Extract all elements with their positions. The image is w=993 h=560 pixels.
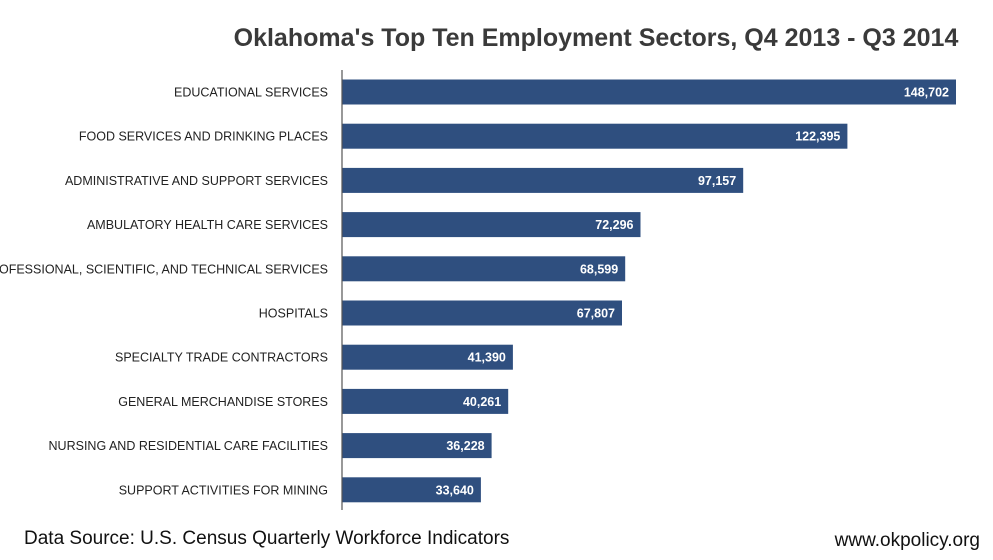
value-label-7: 41,390 [468,351,506,365]
bar-10 [342,477,481,503]
category-label-5: PROFESSIONAL, SCIENTIFIC, AND TECHNICAL … [0,262,328,276]
category-label-7: SPECIALTY TRADE CONTRACTORS [115,351,328,365]
bar-8 [342,388,509,414]
value-label-2: 122,395 [795,130,840,144]
value-label-9: 36,228 [446,439,484,453]
value-label-10: 33,640 [436,483,474,497]
bar-2 [342,123,848,149]
bars-group: EDUCATIONAL SERVICES 148,702 FOOD SERVICES… [0,79,956,503]
category-label-9: NURSING AND RESIDENTIAL CARE FACILITIES [49,439,328,453]
bar-1 [342,79,956,105]
bar-6 [342,300,622,326]
value-label-5: 68,599 [580,262,618,276]
value-label-6: 67,807 [577,307,615,321]
category-label-3: ADMINISTRATIVE AND SUPPORT SERVICES [65,174,328,188]
value-label-8: 40,261 [463,395,501,409]
data-source-note: Data Source: U.S. Census Quarterly Workf… [24,528,509,549]
category-label-10: SUPPORT ACTIVITIES FOR MINING [119,483,328,497]
value-label-3: 97,157 [698,174,736,188]
bar-9 [342,433,492,459]
website-credit: www.okpolicy.org [834,530,980,551]
category-label-2: FOOD SERVICES AND DRINKING PLACES [79,130,328,144]
value-label-1: 148,702 [904,86,949,100]
category-label-6: HOSPITALS [259,307,328,321]
category-label-1: EDUCATIONAL SERVICES [174,86,328,100]
value-label-4: 72,296 [595,218,633,232]
bar-5 [342,256,626,282]
category-label-4: AMBULATORY HEALTH CARE SERVICES [87,218,328,232]
bar-4 [342,212,641,238]
bar-7 [342,344,513,370]
chart-title: Oklahoma's Top Ten Employment Sectors, Q… [234,24,959,52]
bar-3 [342,167,744,193]
category-label-8: GENERAL MERCHANDISE STORES [118,395,328,409]
